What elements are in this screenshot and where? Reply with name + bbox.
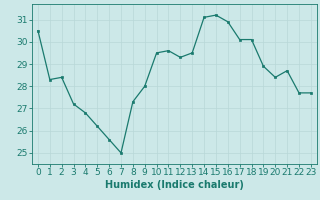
X-axis label: Humidex (Indice chaleur): Humidex (Indice chaleur) xyxy=(105,180,244,190)
